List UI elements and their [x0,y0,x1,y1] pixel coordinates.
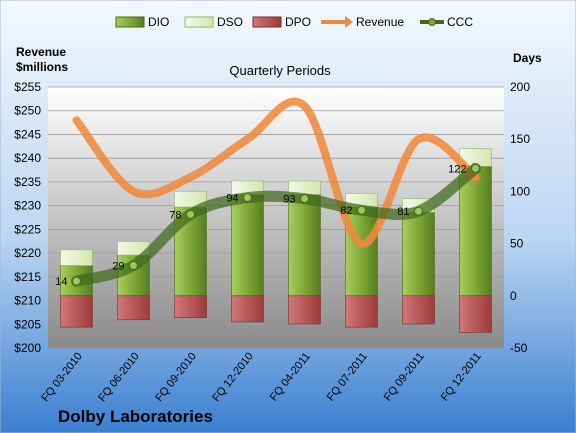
left-tick-label: $215 [14,270,41,284]
legend-arrow-revenue [345,16,353,28]
bar-dio [288,194,321,297]
company-name: Dolby Laboratories [58,407,213,426]
ccc-point [72,276,81,286]
right-axis-ticks: -50 0 50 100 150 200 [510,80,530,355]
ccc-point [357,205,366,215]
left-tick-label: $225 [14,222,41,236]
ccc-data-label: 94 [226,193,238,205]
ccc-data-label: 122 [448,163,466,175]
legend-swatch-dio [115,16,145,28]
right-tick-label: 150 [510,132,530,146]
bar-dpo [174,295,207,319]
bar-dio [459,166,492,297]
legend-swatch-dso [184,16,214,28]
ccc-data-label: 81 [397,206,409,218]
legend-label-revenue: Revenue [356,15,404,29]
legend-label-dpo: DPO [285,15,311,29]
ccc-point [186,209,195,219]
right-tick-label: -50 [510,341,528,355]
left-tick-label: $230 [14,199,41,213]
bar-dpo [288,295,321,325]
legend: DIO DSO DPO Revenue CCC [115,15,473,29]
ccc-data-label: 82 [340,205,352,217]
bar-dpo [402,295,435,325]
ccc-point [300,194,309,204]
ccc-data-label: 78 [169,209,181,221]
bar-dpo [60,295,93,328]
bars [60,148,492,333]
bar-dpo [117,295,150,321]
left-axis-ticks: $200 $205 $210 $215 $220 $225 $230 $235 $240 $245… [14,80,41,355]
left-axis-title-line2: $millions [16,60,68,74]
ccc-layer: 14 29 78 94 93 82 81 122 [55,162,481,288]
left-axis-title-line1: Revenue [16,45,66,59]
plot-area [48,87,504,348]
legend-label-dso: DSO [217,15,243,29]
left-tick-label: $250 [14,104,41,118]
bar-dio [231,194,264,297]
plot-title: Quarterly Periods [229,63,331,78]
legend-swatch-dpo [252,16,282,28]
ccc-point [129,261,138,271]
left-tick-label: $200 [14,341,41,355]
ccc-data-label: 93 [283,194,295,206]
right-tick-label: 100 [510,184,530,198]
right-tick-label: 50 [510,237,524,251]
left-tick-label: $240 [14,151,41,165]
bar-dpo [231,295,264,323]
ccc-data-label: 14 [55,276,67,288]
right-tick-label: 200 [510,80,530,94]
bar-dio [402,211,435,297]
legend-marker-ccc [428,18,436,26]
bar-dso [174,191,207,208]
legend-label-dio: DIO [148,15,169,29]
left-tick-label: $220 [14,246,41,260]
left-tick-label: $255 [14,80,41,94]
left-tick-label: $210 [14,294,41,308]
ccc-point [243,193,252,203]
bar-dpo [459,295,492,333]
left-tick-label: $205 [14,317,41,331]
left-tick-label: $235 [14,175,41,189]
legend-label-ccc: CCC [447,15,473,29]
ccc-point [414,206,423,216]
left-tick-label: $245 [14,127,41,141]
bar-dpo [345,295,378,328]
ccc-point [471,163,480,173]
ccc-data-label: 29 [112,261,124,273]
right-tick-label: 0 [510,289,517,303]
right-axis-title: Days [513,51,542,65]
revenue-line [72,97,480,248]
bar-dso [60,249,93,266]
